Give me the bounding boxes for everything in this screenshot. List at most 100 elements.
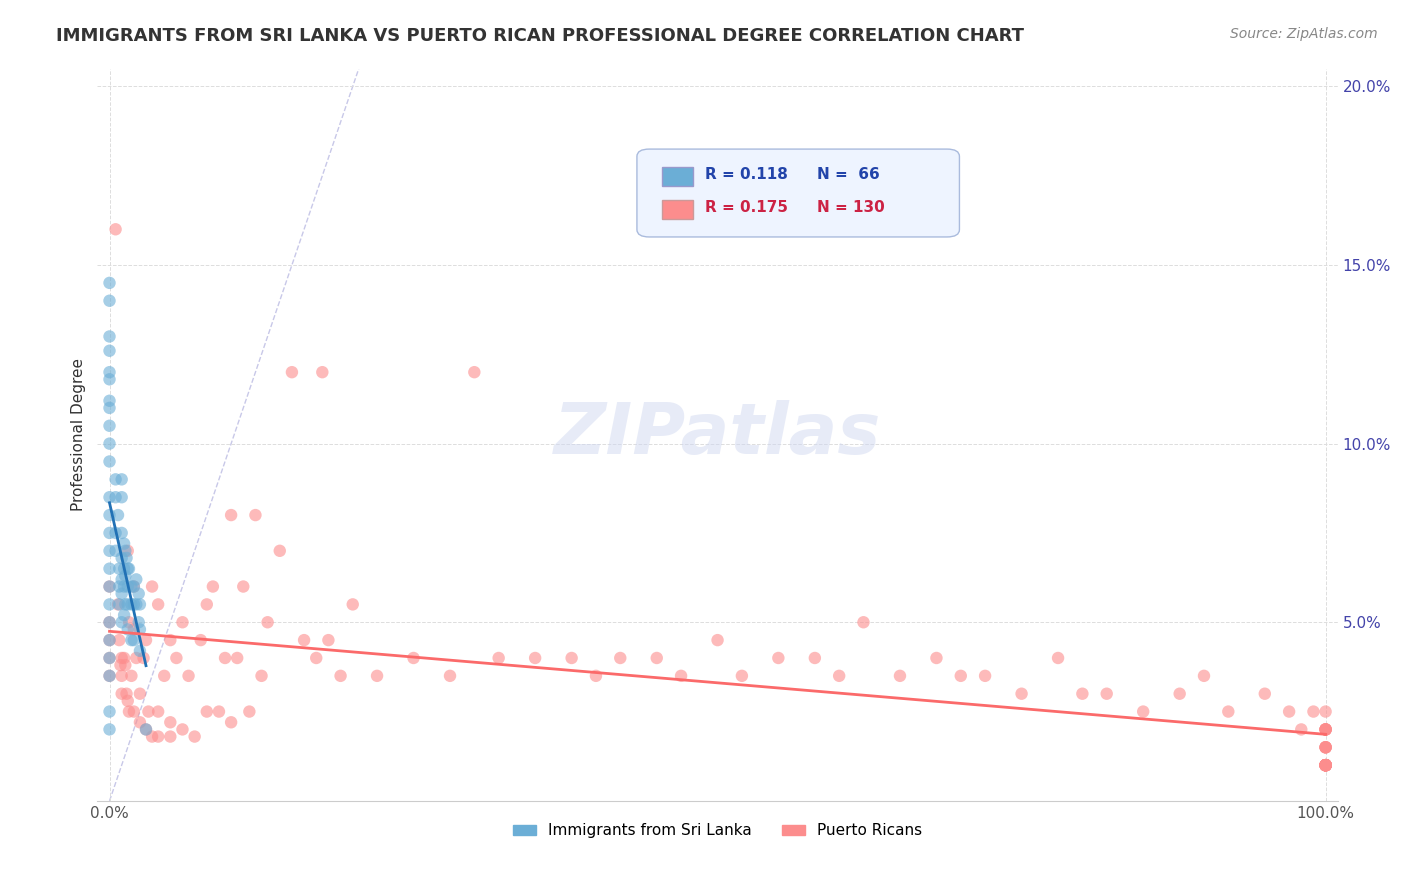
Puerto Ricans bbox=[1315, 758, 1337, 772]
Text: N =  66: N = 66 bbox=[817, 167, 880, 182]
Puerto Ricans bbox=[195, 598, 218, 612]
Immigrants from Sri Lanka bbox=[108, 580, 131, 594]
Immigrants from Sri Lanka bbox=[98, 276, 121, 290]
Puerto Ricans bbox=[439, 669, 461, 683]
Puerto Ricans bbox=[1218, 705, 1240, 719]
Puerto Ricans bbox=[281, 365, 304, 379]
Immigrants from Sri Lanka bbox=[118, 562, 141, 576]
Immigrants from Sri Lanka bbox=[98, 705, 121, 719]
Immigrants from Sri Lanka bbox=[112, 580, 135, 594]
Puerto Ricans bbox=[245, 508, 267, 522]
Immigrants from Sri Lanka bbox=[111, 587, 134, 601]
Puerto Ricans bbox=[1168, 687, 1191, 701]
Puerto Ricans bbox=[165, 651, 187, 665]
Immigrants from Sri Lanka bbox=[108, 598, 131, 612]
Immigrants from Sri Lanka bbox=[98, 651, 121, 665]
Puerto Ricans bbox=[1315, 758, 1337, 772]
Puerto Ricans bbox=[1315, 758, 1337, 772]
Puerto Ricans bbox=[172, 615, 194, 630]
Immigrants from Sri Lanka bbox=[98, 454, 121, 468]
Puerto Ricans bbox=[1315, 740, 1337, 755]
Puerto Ricans bbox=[925, 651, 948, 665]
Puerto Ricans bbox=[125, 651, 148, 665]
Puerto Ricans bbox=[645, 651, 668, 665]
Immigrants from Sri Lanka bbox=[117, 562, 139, 576]
Puerto Ricans bbox=[159, 633, 181, 648]
Puerto Ricans bbox=[1315, 723, 1337, 737]
Puerto Ricans bbox=[110, 658, 132, 673]
Puerto Ricans bbox=[1315, 758, 1337, 772]
Puerto Ricans bbox=[366, 669, 388, 683]
Text: R = 0.175: R = 0.175 bbox=[706, 200, 789, 215]
Puerto Ricans bbox=[159, 715, 181, 730]
Immigrants from Sri Lanka bbox=[104, 543, 127, 558]
Puerto Ricans bbox=[98, 651, 121, 665]
Immigrants from Sri Lanka bbox=[111, 472, 134, 486]
Puerto Ricans bbox=[183, 730, 205, 744]
Immigrants from Sri Lanka bbox=[128, 615, 150, 630]
Text: Source: ZipAtlas.com: Source: ZipAtlas.com bbox=[1230, 27, 1378, 41]
Puerto Ricans bbox=[138, 705, 160, 719]
Puerto Ricans bbox=[195, 705, 218, 719]
Immigrants from Sri Lanka bbox=[98, 401, 121, 415]
Immigrants from Sri Lanka bbox=[120, 633, 142, 648]
Puerto Ricans bbox=[1315, 758, 1337, 772]
Puerto Ricans bbox=[1315, 758, 1337, 772]
Immigrants from Sri Lanka bbox=[104, 525, 127, 540]
Puerto Ricans bbox=[122, 705, 145, 719]
Puerto Ricans bbox=[1315, 758, 1337, 772]
Puerto Ricans bbox=[949, 669, 972, 683]
Immigrants from Sri Lanka bbox=[114, 598, 136, 612]
Puerto Ricans bbox=[318, 633, 340, 648]
Puerto Ricans bbox=[488, 651, 510, 665]
Puerto Ricans bbox=[1315, 740, 1337, 755]
Puerto Ricans bbox=[1302, 705, 1324, 719]
Puerto Ricans bbox=[135, 633, 157, 648]
Immigrants from Sri Lanka bbox=[111, 525, 134, 540]
Puerto Ricans bbox=[1315, 723, 1337, 737]
Immigrants from Sri Lanka bbox=[117, 623, 139, 637]
Immigrants from Sri Lanka bbox=[98, 562, 121, 576]
Immigrants from Sri Lanka bbox=[98, 329, 121, 343]
Puerto Ricans bbox=[1047, 651, 1070, 665]
Puerto Ricans bbox=[146, 705, 169, 719]
Puerto Ricans bbox=[219, 715, 242, 730]
Puerto Ricans bbox=[153, 669, 176, 683]
Immigrants from Sri Lanka bbox=[120, 598, 142, 612]
Legend: Immigrants from Sri Lanka, Puerto Ricans: Immigrants from Sri Lanka, Puerto Ricans bbox=[506, 817, 928, 845]
Immigrants from Sri Lanka bbox=[104, 472, 127, 486]
Puerto Ricans bbox=[1315, 758, 1337, 772]
Puerto Ricans bbox=[214, 651, 236, 665]
Bar bbox=[662, 201, 693, 219]
Immigrants from Sri Lanka bbox=[112, 536, 135, 550]
Immigrants from Sri Lanka bbox=[129, 623, 152, 637]
Puerto Ricans bbox=[329, 669, 352, 683]
Puerto Ricans bbox=[98, 633, 121, 648]
Puerto Ricans bbox=[463, 365, 485, 379]
Puerto Ricans bbox=[172, 723, 194, 737]
Puerto Ricans bbox=[585, 669, 607, 683]
Puerto Ricans bbox=[118, 705, 141, 719]
Puerto Ricans bbox=[1192, 669, 1215, 683]
Puerto Ricans bbox=[238, 705, 260, 719]
Puerto Ricans bbox=[219, 508, 242, 522]
Puerto Ricans bbox=[120, 669, 142, 683]
Puerto Ricans bbox=[1315, 758, 1337, 772]
Puerto Ricans bbox=[609, 651, 631, 665]
Puerto Ricans bbox=[122, 580, 145, 594]
Puerto Ricans bbox=[311, 365, 333, 379]
Puerto Ricans bbox=[1315, 758, 1337, 772]
Puerto Ricans bbox=[159, 730, 181, 744]
Immigrants from Sri Lanka bbox=[111, 615, 134, 630]
Puerto Ricans bbox=[1132, 705, 1154, 719]
Puerto Ricans bbox=[804, 651, 827, 665]
Puerto Ricans bbox=[1315, 758, 1337, 772]
Immigrants from Sri Lanka bbox=[120, 580, 142, 594]
Puerto Ricans bbox=[561, 651, 583, 665]
Immigrants from Sri Lanka bbox=[104, 490, 127, 504]
Puerto Ricans bbox=[828, 669, 851, 683]
Puerto Ricans bbox=[104, 222, 127, 236]
Puerto Ricans bbox=[1315, 740, 1337, 755]
Puerto Ricans bbox=[190, 633, 212, 648]
Immigrants from Sri Lanka bbox=[129, 598, 152, 612]
